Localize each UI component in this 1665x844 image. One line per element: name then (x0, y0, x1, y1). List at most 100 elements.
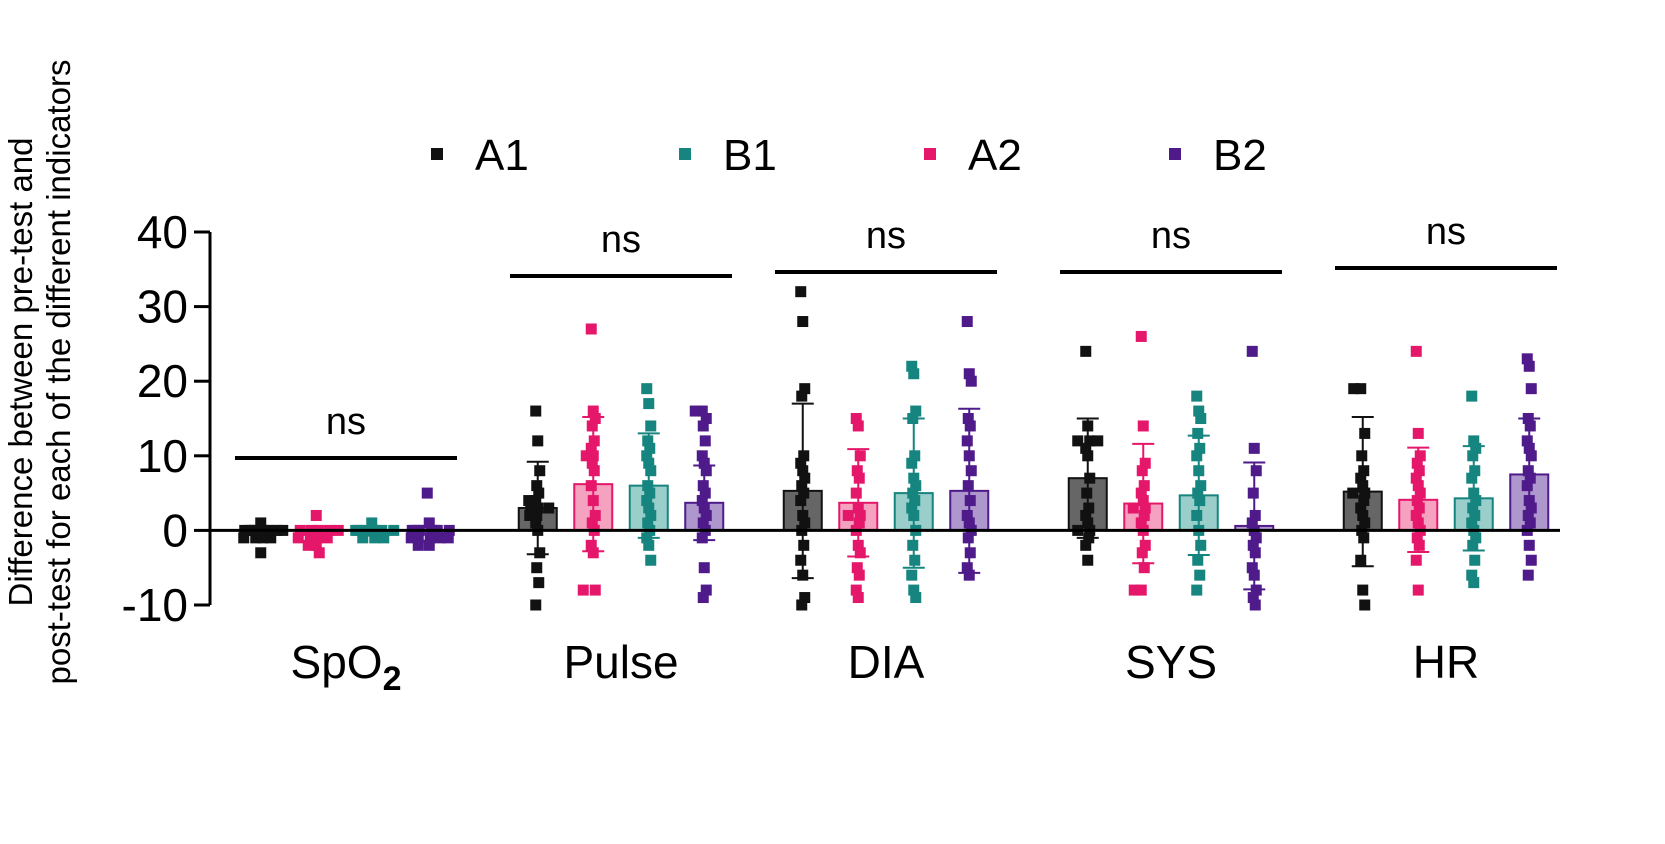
data-point-b1 (644, 442, 656, 454)
data-point-b1 (1192, 487, 1204, 499)
category-label-main: DIA (848, 636, 925, 688)
data-point-a2 (588, 435, 600, 447)
data-point-a2 (854, 509, 866, 521)
legend-marker-b1 (679, 148, 691, 160)
data-point-b2 (698, 562, 710, 574)
data-point-b1 (907, 539, 919, 551)
data-point-b1 (642, 435, 654, 447)
data-point-b2 (1521, 353, 1533, 365)
data-point-a1 (1080, 539, 1092, 551)
data-point-a2 (1138, 509, 1150, 521)
data-point-b2 (700, 584, 712, 596)
data-point-b2 (1524, 472, 1536, 484)
data-point-a2 (1136, 465, 1148, 477)
category-label-hr: HR (1413, 636, 1479, 688)
data-point-b2 (699, 487, 711, 499)
data-point-a2 (1412, 480, 1424, 492)
x-axis-categories: SpO2 Pulse DIA SYS HR (291, 636, 1480, 698)
data-point-b2 (689, 405, 701, 417)
data-point-b2 (434, 532, 446, 544)
data-point-a2 (585, 442, 597, 454)
data-point-a2 (852, 502, 864, 514)
data-point-a1 (530, 517, 542, 529)
y-tick-label: 0 (162, 504, 188, 556)
data-point-b2 (697, 592, 709, 604)
data-point-b2 (963, 569, 975, 581)
data-point-a1 (796, 599, 808, 611)
data-point-a2 (852, 420, 864, 432)
y-tick-label: 10 (137, 430, 188, 482)
data-point-a2 (587, 405, 599, 417)
significance-label: ns (1151, 215, 1191, 257)
data-point-a1 (1357, 584, 1369, 596)
data-point-a2 (585, 539, 597, 551)
data-point-b2 (964, 495, 976, 507)
data-point-a1 (798, 487, 810, 499)
data-point-a2 (1413, 539, 1425, 551)
data-point-b2 (1525, 450, 1537, 462)
data-point-b2 (1249, 599, 1261, 611)
data-point-a2 (589, 584, 601, 596)
data-point-b1 (1468, 487, 1480, 499)
data-point-a1 (1355, 383, 1367, 395)
data-point-a1 (795, 554, 807, 566)
data-point-a2 (1412, 584, 1424, 596)
data-point-a2 (1138, 562, 1150, 574)
data-point-b2 (1249, 509, 1261, 521)
data-point-b2 (1247, 487, 1259, 499)
data-point-b1 (1470, 495, 1482, 507)
data-point-a2 (853, 472, 865, 484)
data-point-a1 (1081, 487, 1093, 499)
data-point-b1 (1467, 502, 1479, 514)
data-point-a2 (587, 547, 599, 559)
data-point-b2 (965, 375, 977, 387)
data-point-b2 (421, 487, 433, 499)
data-point-a1 (1083, 502, 1095, 514)
data-point-a2 (1138, 480, 1150, 492)
data-point-a1 (796, 480, 808, 492)
data-point-b1 (906, 360, 918, 372)
data-point-b1 (644, 487, 656, 499)
data-point-a1 (238, 532, 250, 544)
data-point-a1 (1357, 509, 1369, 521)
data-point-a2 (1410, 509, 1422, 521)
data-point-b1 (643, 539, 655, 551)
data-point-b1 (645, 465, 657, 477)
category-label-main: HR (1413, 636, 1479, 688)
data-point-a1 (1356, 450, 1368, 462)
data-point-b2 (963, 368, 975, 380)
data-point-a2 (1135, 584, 1147, 596)
data-point-b1 (641, 495, 653, 507)
data-point-a2 (313, 547, 325, 559)
data-point-b1 (909, 495, 921, 507)
data-point-a1 (795, 457, 807, 469)
data-point-b1 (1469, 509, 1481, 521)
data-point-a1 (798, 539, 810, 551)
data-point-a1 (1359, 517, 1371, 529)
data-point-a2 (1414, 450, 1426, 462)
data-point-b2 (1247, 539, 1259, 551)
data-point-b2 (442, 532, 454, 544)
data-point-a2 (852, 592, 864, 604)
data-point-b1 (1195, 480, 1207, 492)
data-point-a2 (1410, 472, 1422, 484)
data-point-a2 (587, 450, 599, 462)
data-point-b2 (1522, 413, 1534, 424)
data-point-b1 (643, 457, 655, 469)
data-point-b2 (963, 450, 975, 462)
data-point-a2 (1135, 330, 1147, 342)
plot-area (210, 286, 1560, 611)
data-point-a2 (586, 517, 598, 529)
data-point-b1 (907, 487, 919, 499)
data-point-b1 (1191, 450, 1203, 462)
data-point-a2 (292, 532, 304, 544)
data-point-b1 (1468, 577, 1480, 589)
data-point-a2 (1137, 420, 1149, 432)
data-point-a2 (1411, 532, 1423, 544)
data-point-b1 (1466, 569, 1478, 581)
data-point-b2 (1247, 592, 1259, 604)
data-point-b1 (643, 398, 655, 410)
data-point-b1 (1467, 539, 1479, 551)
data-point-b1 (1195, 539, 1207, 551)
